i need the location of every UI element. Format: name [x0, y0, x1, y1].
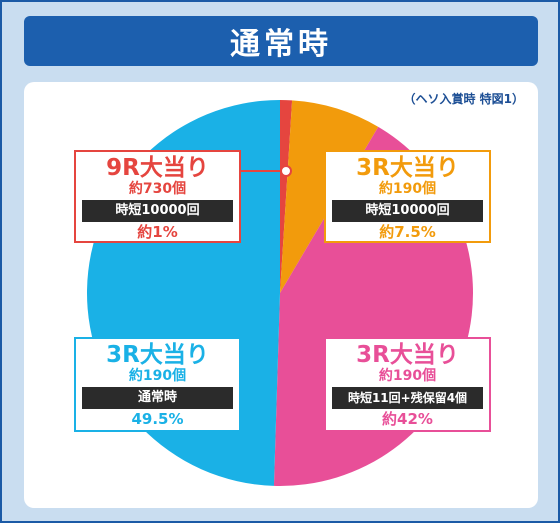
jackpot-3r-reserve-percent: 約42%: [382, 410, 433, 428]
pie-chart: [86, 100, 474, 486]
pie-slice-9r: [280, 100, 293, 293]
jackpot-3r-short-percent: 約7.5%: [379, 223, 436, 241]
jackpot-3r-short-title: 3R大当り: [356, 155, 459, 181]
pointer-dot: [280, 165, 292, 177]
jackpot-3r-short-box: 3R大当り 約190個 時短10000回 約7.5%: [324, 150, 491, 243]
jackpot-3r-reserve-mode: 時短11回+残保留4個: [332, 387, 483, 409]
jackpot-3r-normal-percent: 49.5%: [131, 410, 184, 428]
jackpot-3r-reserve-count: 約190個: [378, 368, 437, 384]
header-title: 通常時: [24, 16, 538, 66]
jackpot-3r-short-count: 約190個: [378, 181, 437, 197]
jackpot-3r-reserve-box: 3R大当り 約190個 時短11回+残保留4個 約42%: [324, 337, 491, 432]
jackpot-9r-title: 9R大当り: [106, 155, 209, 181]
jackpot-3r-reserve-title: 3R大当り: [356, 342, 459, 368]
jackpot-9r-mode: 時短10000回: [82, 200, 233, 222]
jackpot-3r-normal-count: 約190個: [128, 368, 187, 384]
condition-note: （ヘソ入賞時 特図1）: [403, 92, 524, 106]
jackpot-3r-short-mode: 時短10000回: [332, 200, 483, 222]
jackpot-9r-box: 9R大当り 約730個 時短10000回 約1%: [74, 150, 241, 243]
jackpot-3r-normal-box: 3R大当り 約190個 通常時 49.5%: [74, 337, 241, 432]
jackpot-3r-normal-title: 3R大当り: [106, 342, 209, 368]
jackpot-9r-count: 約730個: [128, 181, 187, 197]
jackpot-3r-normal-mode: 通常時: [82, 387, 233, 409]
jackpot-9r-percent: 約1%: [137, 223, 178, 241]
content-panel: （ヘソ入賞時 特図1） 9R大当り 約730個 時短10000回 約1% 3R大…: [24, 82, 538, 508]
